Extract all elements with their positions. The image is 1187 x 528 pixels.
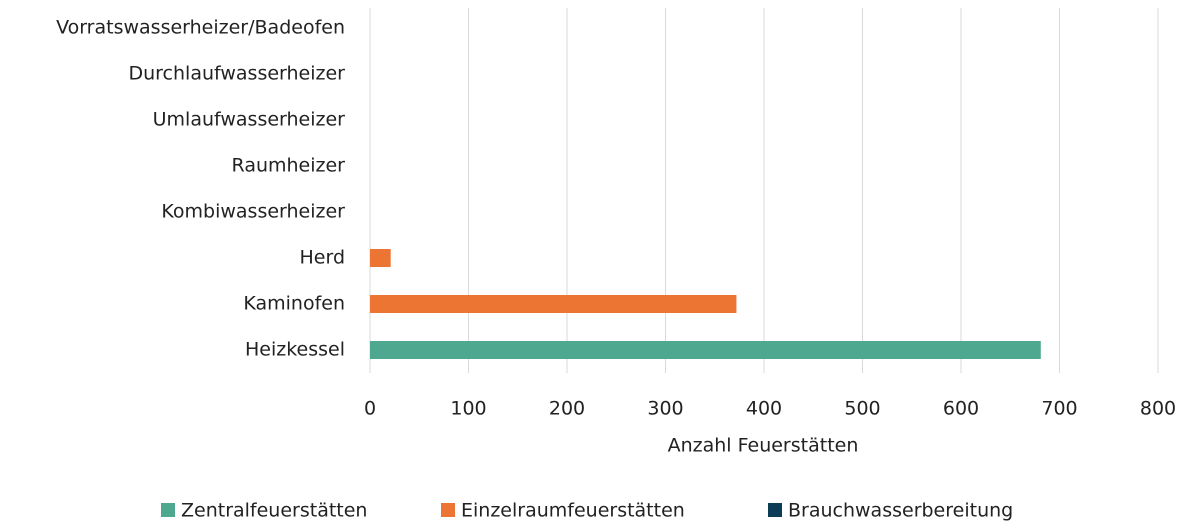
y-tick-label: Kombiwasserheizer bbox=[161, 201, 345, 223]
x-tick-label: 0 bbox=[364, 398, 376, 420]
y-tick-label: Heizkessel bbox=[245, 339, 345, 361]
x-tick-label: 800 bbox=[1140, 398, 1176, 420]
x-tick-label: 500 bbox=[844, 398, 880, 420]
legend-label: Brauchwasserbereitung bbox=[788, 500, 1013, 522]
x-tick-label: 100 bbox=[450, 398, 486, 420]
legend-label: Einzelraumfeuerstätten bbox=[461, 500, 685, 522]
bar bbox=[370, 295, 737, 313]
x-tick-label: 200 bbox=[549, 398, 585, 420]
y-tick-label: Kaminofen bbox=[243, 293, 345, 315]
y-tick-label: Umlaufwasserheizer bbox=[153, 109, 346, 131]
y-tick-label: Vorratswasserheizer/Badeofen bbox=[56, 17, 345, 39]
y-tick-label: Raumheizer bbox=[232, 155, 346, 177]
legend-label: Zentralfeuerstätten bbox=[181, 500, 367, 522]
legend-swatch bbox=[768, 503, 782, 517]
x-tick-label: 400 bbox=[746, 398, 782, 420]
bar bbox=[370, 341, 1041, 359]
x-tick-label: 600 bbox=[943, 398, 979, 420]
legend-swatch bbox=[441, 503, 455, 517]
legend-swatch bbox=[161, 503, 175, 517]
x-axis-title: Anzahl Feuerstätten bbox=[668, 435, 859, 457]
x-tick-label: 300 bbox=[647, 398, 683, 420]
y-tick-label: Durchlaufwasserheizer bbox=[128, 63, 345, 85]
y-tick-label: Herd bbox=[299, 247, 345, 269]
bar bbox=[370, 249, 391, 267]
x-tick-label: 700 bbox=[1041, 398, 1077, 420]
